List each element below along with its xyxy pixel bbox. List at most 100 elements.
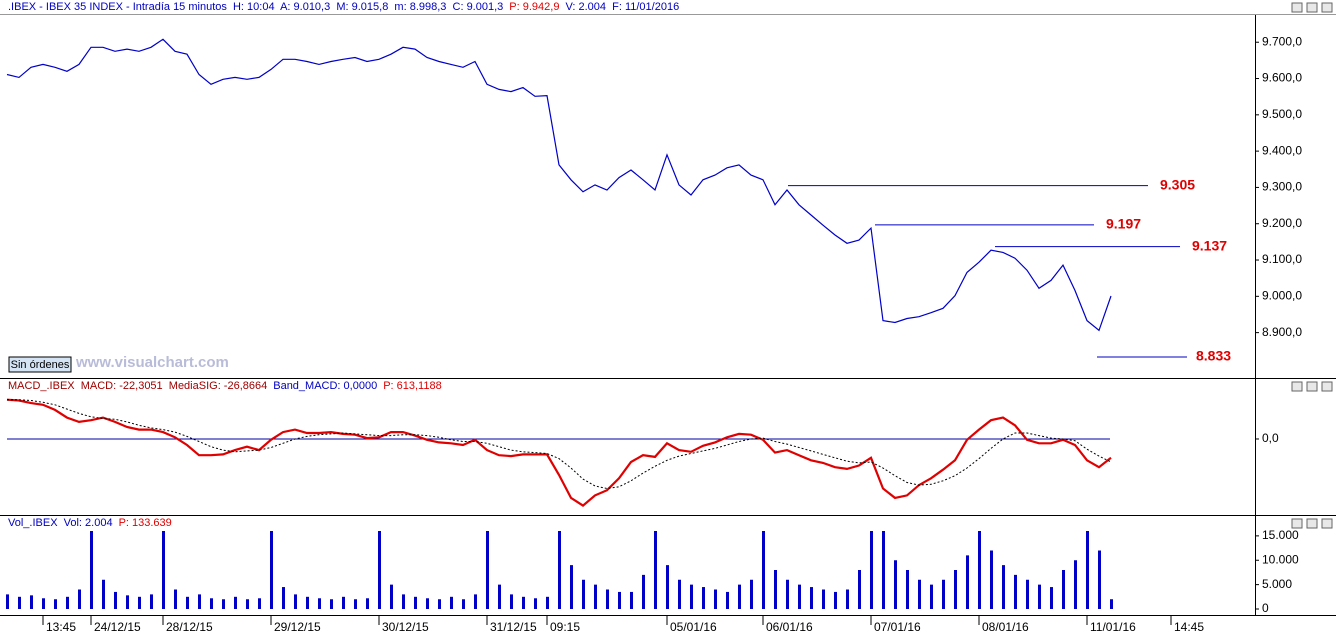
x-tick-label: 30/12/15 (382, 620, 429, 634)
volume-bar (918, 579, 921, 609)
volume-bar (330, 599, 333, 609)
panel-header: .IBEX - IBEX 35 INDEX - Intradía 15 minu… (8, 1, 679, 13)
price-line (6, 38, 1112, 332)
volume-bar (42, 598, 45, 609)
y-tick-label: 9.600,0 (1262, 71, 1302, 85)
panel-icon (1321, 381, 1333, 392)
volume-bar (234, 596, 237, 609)
volume-bar (774, 570, 777, 609)
volume-bar (618, 591, 621, 609)
volume-bar (474, 594, 477, 609)
volume-bar (414, 596, 417, 609)
volume-bar (990, 550, 993, 609)
volume-bar (894, 560, 897, 609)
volume-bar (534, 598, 537, 609)
y-tick-label: 9.400,0 (1262, 143, 1302, 157)
panel-icon (1321, 518, 1333, 529)
header-part: P: 613,1188 (383, 380, 442, 392)
panel-icon (1306, 518, 1318, 529)
volume-bar (318, 598, 321, 609)
volume-bar (846, 589, 849, 609)
y-tick-label: 15.000 (1262, 528, 1299, 542)
x-tick-label: 11/01/16 (1090, 620, 1136, 634)
y-tick-label: 0,0 (1262, 431, 1279, 445)
x-tick-label: 07/01/16 (874, 620, 921, 634)
volume-bar (1110, 599, 1113, 609)
volume-bar (198, 594, 201, 609)
volume-bar (666, 565, 669, 609)
level-label: 8.833 (1196, 348, 1231, 364)
volume-bar (594, 584, 597, 609)
volume-bar (810, 587, 813, 609)
x-tick-label: 28/12/15 (166, 620, 213, 634)
volume-bar (966, 555, 969, 609)
volume-bar (462, 599, 465, 609)
y-tick-label: 9.300,0 (1262, 180, 1302, 194)
volume-bar (702, 587, 705, 609)
volume-bar (1050, 587, 1053, 609)
volume-bar (54, 599, 57, 609)
panel-icon (1306, 2, 1318, 13)
panel-icon (1291, 518, 1303, 529)
volume-bar (282, 587, 285, 609)
volume-bar (726, 591, 729, 609)
volume-bar (570, 565, 573, 609)
volume-bar (1098, 550, 1101, 609)
x-tick-label: 31/12/15 (490, 620, 537, 634)
volume-bar (78, 589, 81, 609)
volume-bar (630, 591, 633, 609)
x-tick-label: 14:45 (1174, 620, 1204, 634)
x-tick-label: 06/01/16 (766, 620, 813, 634)
x-tick-label: 29/12/15 (274, 620, 321, 634)
volume-bar (18, 596, 21, 609)
volume-bar (786, 579, 789, 609)
level-label: 9.305 (1160, 176, 1195, 192)
volume-bar (762, 531, 765, 609)
volume-bar (246, 599, 249, 609)
volume-bar (882, 531, 885, 609)
volume-bar (822, 589, 825, 609)
header-part: V: 2.004 F: 11/01/2016 (565, 1, 679, 13)
x-tick-label: 09:15 (550, 620, 580, 634)
volume-bar (438, 599, 441, 609)
volume-bar (690, 584, 693, 609)
volume-bar (1026, 579, 1029, 609)
volume-bar (342, 596, 345, 609)
header-part: Vol_.IBEX Vol: 2.004 (8, 517, 113, 529)
y-tick-label: 0 (1262, 601, 1269, 615)
panel-icon (1291, 2, 1303, 13)
volume-bar (90, 531, 93, 609)
volume-bar (750, 579, 753, 609)
button[interactable] (8, 356, 72, 373)
volume-bar (162, 531, 165, 609)
volume-bar (930, 584, 933, 609)
panel-icon (1321, 2, 1333, 13)
header-part: Band_MACD: 0,0000 (273, 380, 377, 392)
volume-bar (558, 531, 561, 609)
volume-bar (798, 584, 801, 609)
volume-bar (174, 589, 177, 609)
button-label[interactable]: Sin órdenes (11, 359, 70, 371)
volume-bar (306, 596, 309, 609)
volume-bar (1014, 574, 1017, 609)
y-tick-label: 9.500,0 (1262, 107, 1302, 121)
header-part: .IBEX - IBEX 35 INDEX - Intradía 15 minu… (8, 1, 503, 13)
volume-bar (642, 574, 645, 609)
y-tick-label: 9.700,0 (1262, 34, 1302, 48)
volume-bar (66, 596, 69, 609)
volume-bar (1038, 584, 1041, 609)
frame (0, 14, 1336, 616)
volume-bar (714, 589, 717, 609)
volume-bar (354, 599, 357, 609)
panel-header: MACD_.IBEX MACD: -22,3051 MediaSIG: -26,… (8, 380, 442, 392)
volume-bar (402, 594, 405, 609)
volume-bar (1086, 531, 1089, 609)
y-tick-label: 9.100,0 (1262, 252, 1302, 266)
volume-bar (858, 570, 861, 609)
y-tick-label: 8.900,0 (1262, 325, 1302, 339)
x-tick-label: 08/01/16 (982, 620, 1029, 634)
volume-bar (222, 599, 225, 609)
volume-bar (654, 531, 657, 609)
volume-bar (210, 598, 213, 609)
